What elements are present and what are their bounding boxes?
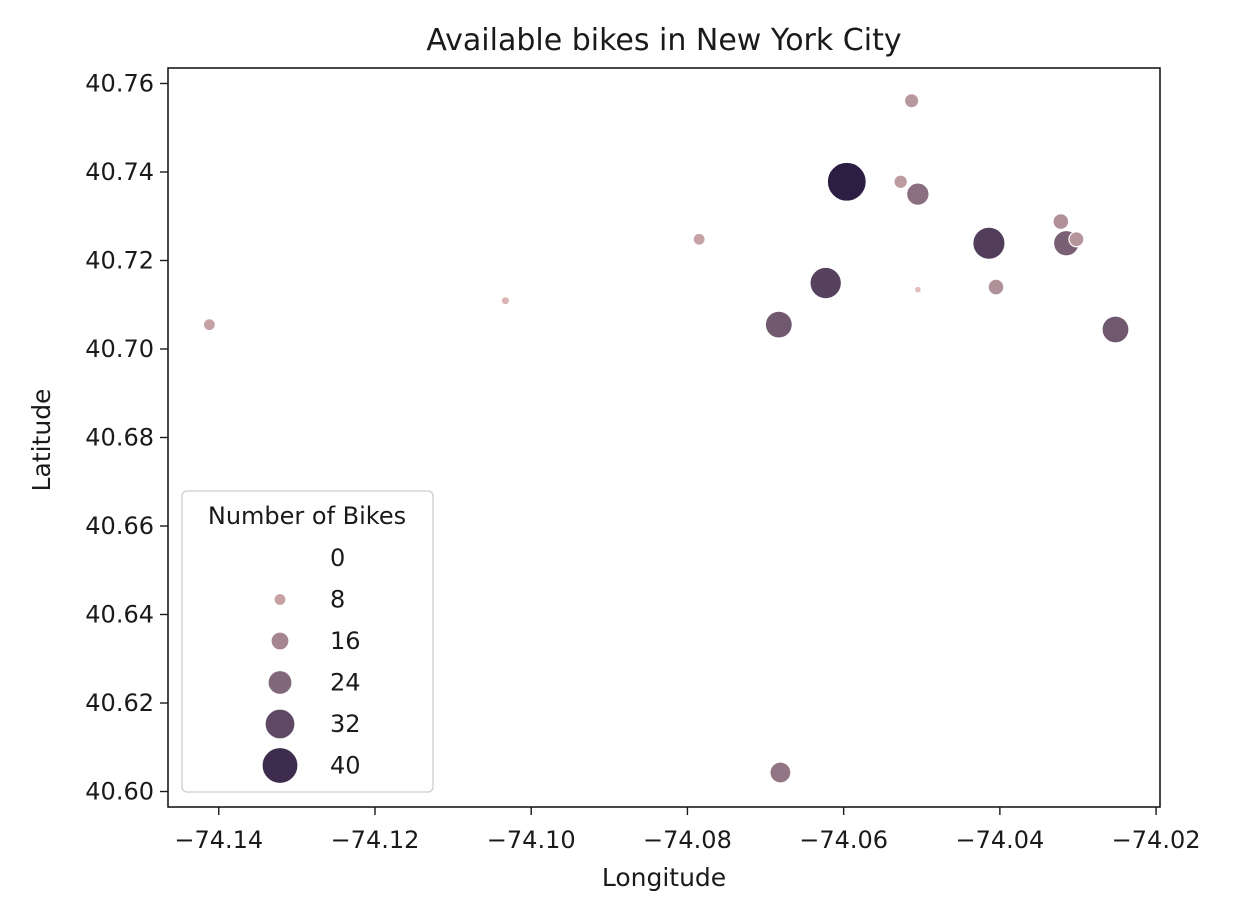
data-point (913, 285, 922, 294)
data-point (809, 266, 843, 300)
x-tick-label: −74.10 (487, 826, 576, 854)
x-tick-label: −74.12 (331, 826, 420, 854)
data-point (692, 232, 706, 246)
data-point (987, 278, 1005, 296)
data-point (764, 310, 793, 339)
x-tick-label: −74.02 (1112, 826, 1201, 854)
y-tick-label: 40.68 (85, 424, 154, 452)
legend-label: 32 (330, 710, 361, 738)
x-tick-label: −74.08 (643, 826, 732, 854)
y-tick-label: 40.72 (85, 246, 154, 274)
legend-box (181, 490, 434, 793)
legend-marker (273, 592, 287, 607)
data-point (500, 296, 511, 306)
data-point (202, 318, 216, 332)
data-point (1101, 315, 1130, 344)
legend-label: 8 (330, 586, 345, 614)
legend-title: Number of Bikes (208, 502, 406, 530)
y-tick-label: 40.70 (85, 335, 154, 363)
y-tick-label: 40.62 (85, 689, 154, 717)
legend-marker (264, 708, 296, 740)
data-point (1052, 213, 1070, 231)
legend: Number of Bikes 0 8 16 24 32 40 (181, 490, 434, 793)
data-point (906, 182, 930, 206)
y-axis-label: Latitude (27, 389, 56, 492)
legend-marker (261, 746, 299, 785)
x-axis: −74.14 −74.12 −74.10 −74.08 −74.06 −74.04 −74.… (174, 807, 1201, 854)
legend-label: 40 (330, 752, 361, 780)
legend-marker (267, 669, 293, 696)
x-tick-label: −74.04 (955, 826, 1044, 854)
y-tick-label: 40.66 (85, 512, 154, 540)
y-tick-label: 40.60 (85, 778, 154, 806)
x-tick-label: −74.06 (799, 826, 888, 854)
data-point (1068, 231, 1085, 248)
legend-entries: 0 8 16 24 32 40 (261, 544, 361, 785)
points-layer (202, 93, 1130, 784)
y-tick-label: 40.74 (85, 158, 154, 186)
data-point (826, 161, 867, 202)
legend-label: 24 (330, 669, 361, 697)
y-axis: 40.60 40.62 40.64 40.66 40.68 40.70 40.72 40.74… (85, 69, 168, 806)
legend-label: 0 (330, 544, 345, 572)
x-tick-label: −74.14 (174, 826, 263, 854)
data-point (972, 226, 1006, 260)
data-point (903, 93, 920, 109)
x-axis-label: Longitude (602, 863, 726, 892)
y-tick-label: 40.64 (85, 601, 154, 629)
y-tick-label: 40.76 (85, 69, 154, 97)
chart-title: Available bikes in New York City (426, 23, 901, 58)
legend-label: 16 (330, 627, 361, 655)
legend-marker (270, 631, 290, 651)
data-point (893, 174, 909, 190)
data-point (769, 761, 792, 784)
